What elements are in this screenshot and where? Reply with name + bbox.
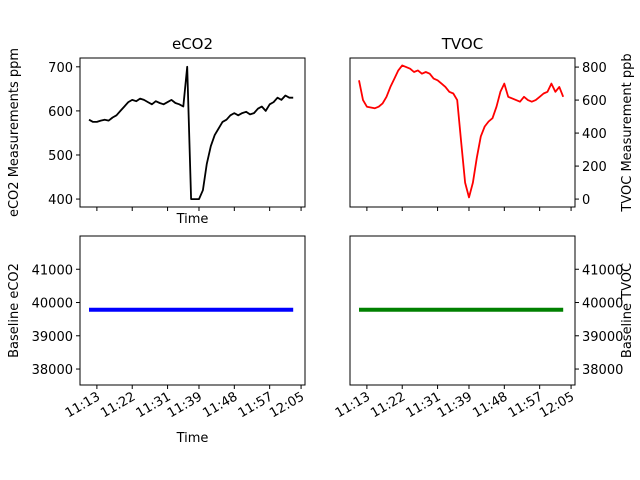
x-tick-label: 11:39 bbox=[165, 389, 205, 421]
data-line bbox=[88, 65, 294, 200]
x-axis-label: Time bbox=[176, 431, 209, 446]
x-tick-label: 11:57 bbox=[236, 389, 276, 421]
x-tick-label: 11:13 bbox=[333, 389, 373, 421]
x-tick-label: 11:13 bbox=[63, 389, 103, 421]
y-tick-label: 600 bbox=[48, 105, 73, 120]
y-tick-label: 39000 bbox=[32, 330, 73, 345]
y-axis-label: TVOC Measurement ppb bbox=[620, 53, 635, 212]
y-tick-label: 600 bbox=[582, 94, 607, 109]
x-tick-label: 12:05 bbox=[537, 389, 577, 421]
y-tick-label: 400 bbox=[48, 193, 73, 208]
y-tick-label: 38000 bbox=[582, 363, 623, 378]
x-tick-label: 11:22 bbox=[98, 389, 138, 421]
y-tick-label: 0 bbox=[582, 193, 590, 208]
data-line bbox=[358, 64, 565, 199]
x-tick-label: 11:22 bbox=[368, 389, 408, 421]
x-tick-label: 11:48 bbox=[470, 389, 510, 421]
y-tick-label: 400 bbox=[582, 127, 607, 142]
x-tick-label: 11:31 bbox=[404, 389, 444, 421]
x-tick-label: 11:31 bbox=[134, 389, 174, 421]
x-tick-label: 12:05 bbox=[267, 389, 307, 421]
x-axis-label: Time bbox=[176, 212, 209, 227]
y-tick-label: 800 bbox=[582, 61, 607, 76]
y-axis-label: Baseline TVOC bbox=[620, 263, 635, 358]
y-tick-label: 500 bbox=[48, 149, 73, 164]
chart-title: TVOC bbox=[441, 35, 483, 53]
y-tick-label: 40000 bbox=[32, 297, 73, 312]
y-tick-label: 40000 bbox=[582, 297, 623, 312]
axes-frame bbox=[349, 235, 576, 386]
y-tick-label: 700 bbox=[48, 61, 73, 76]
axes-frame bbox=[79, 57, 306, 208]
x-tick-label: 11:39 bbox=[435, 389, 475, 421]
y-tick-label: 39000 bbox=[582, 330, 623, 345]
x-tick-label: 11:57 bbox=[506, 389, 546, 421]
y-tick-label: 41000 bbox=[582, 263, 623, 278]
y-tick-label: 41000 bbox=[32, 263, 73, 278]
y-tick-label: 38000 bbox=[32, 363, 73, 378]
y-axis-label: Baseline eCO2 bbox=[7, 263, 22, 358]
axes-frame bbox=[79, 235, 306, 386]
y-tick-label: 200 bbox=[582, 160, 607, 175]
chart-title: eCO2 bbox=[172, 35, 213, 53]
y-axis-label: eCO2 Measurements ppm bbox=[7, 48, 22, 217]
axes-frame bbox=[349, 57, 576, 208]
x-tick-label: 11:48 bbox=[200, 389, 240, 421]
